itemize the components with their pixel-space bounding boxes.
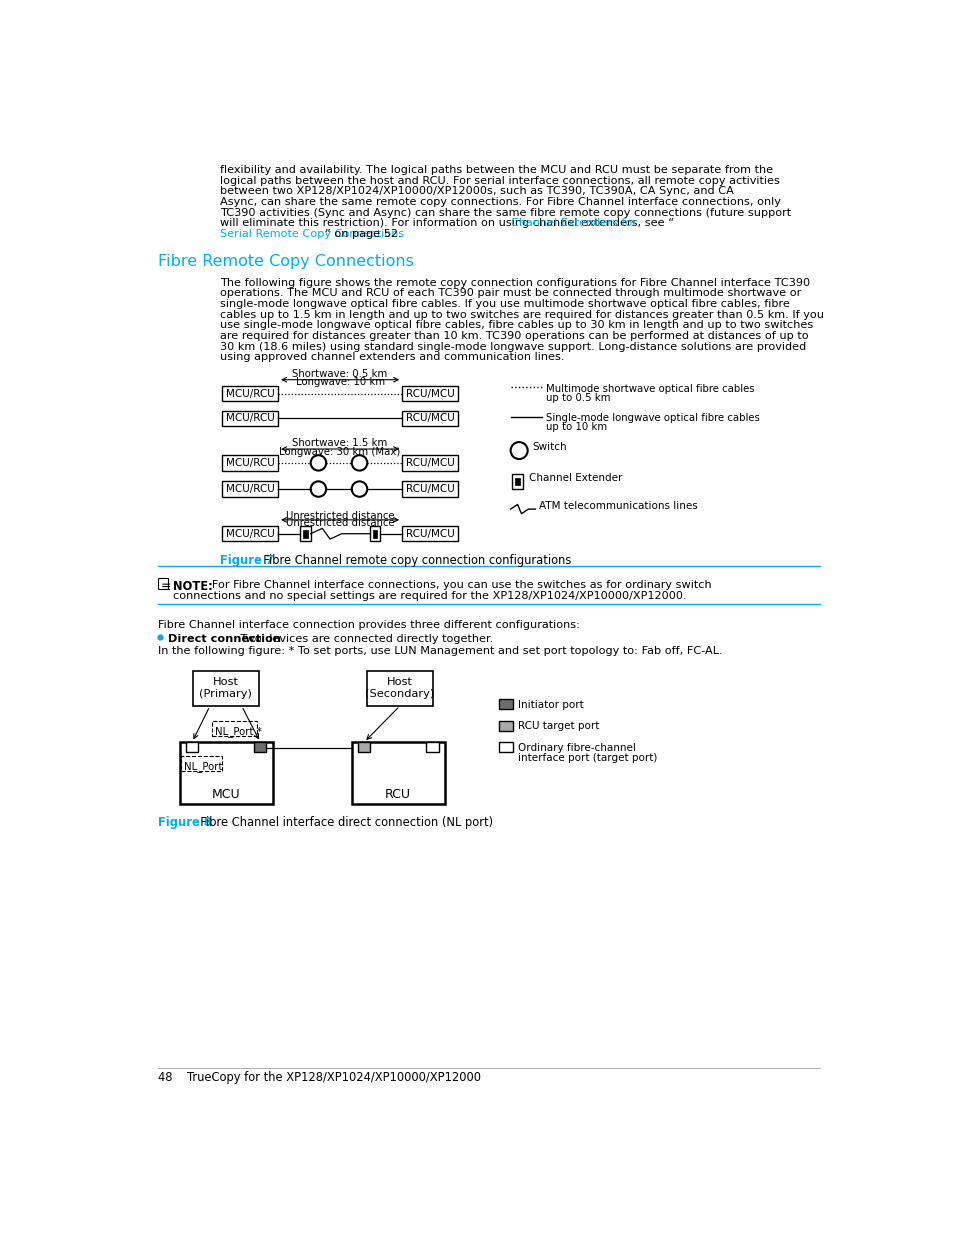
- Bar: [193, 671, 258, 706]
- Text: interface port (target port): interface port (target port): [517, 753, 657, 763]
- Bar: [498, 699, 513, 709]
- Bar: [212, 721, 257, 736]
- Text: TC390 activities (Sync and Async) can share the same fibre remote copy connectio: TC390 activities (Sync and Async) can sh…: [220, 207, 790, 217]
- Text: Channel Extenders for: Channel Extenders for: [510, 219, 636, 228]
- Text: ATM telecommunications lines: ATM telecommunications lines: [538, 501, 698, 511]
- Text: up to 10 km: up to 10 km: [546, 422, 607, 432]
- Text: MCU: MCU: [212, 788, 240, 802]
- Text: Shortwave: 1.5 km: Shortwave: 1.5 km: [293, 438, 387, 448]
- Text: cables up to 1.5 km in length and up to two switches are required for distances : cables up to 1.5 km in length and up to …: [220, 310, 823, 320]
- Text: Single-mode longwave optical fibre cables: Single-mode longwave optical fibre cable…: [546, 412, 760, 422]
- Bar: [186, 742, 198, 752]
- Text: RCU/MCU: RCU/MCU: [405, 458, 454, 468]
- Bar: [302, 530, 308, 537]
- Text: MCU/RCU: MCU/RCU: [226, 458, 274, 468]
- Text: Host: Host: [213, 677, 238, 687]
- Text: Fibre Remote Copy Connections: Fibre Remote Copy Connections: [158, 254, 414, 269]
- Text: operations. The MCU and RCU of each TC390 pair must be connected through multimo: operations. The MCU and RCU of each TC39…: [220, 289, 801, 299]
- Text: NL_Port *: NL_Port *: [214, 726, 261, 737]
- Bar: [373, 530, 377, 537]
- Text: Async, can share the same remote copy connections. For Fibre Channel interface c: Async, can share the same remote copy co…: [220, 198, 781, 207]
- Text: : Two devices are connected directly together.: : Two devices are connected directly tog…: [233, 634, 493, 643]
- Text: The following figure shows the remote copy connection configurations for Fibre C: The following figure shows the remote co…: [220, 278, 809, 288]
- Text: Switch: Switch: [532, 442, 566, 452]
- Bar: [402, 410, 457, 426]
- Text: Initiator port: Initiator port: [517, 700, 582, 710]
- Bar: [158, 578, 168, 589]
- Text: between two XP128/XP1024/XP10000/XP12000s, such as TC390, TC390A, CA Sync, and C: between two XP128/XP1024/XP10000/XP12000…: [220, 186, 733, 196]
- Text: Multimode shortwave optical fibre cables: Multimode shortwave optical fibre cables: [546, 384, 754, 394]
- Text: Figure 7: Figure 7: [220, 553, 274, 567]
- Text: are required for distances greater than 10 km. TC390 operations can be performed: are required for distances greater than …: [220, 331, 808, 341]
- Bar: [498, 742, 513, 752]
- Text: single-mode longwave optical fibre cables. If you use multimode shortwave optica: single-mode longwave optical fibre cable…: [220, 299, 789, 309]
- Bar: [402, 482, 457, 496]
- Bar: [402, 456, 457, 471]
- Text: NOTE:: NOTE:: [173, 580, 213, 593]
- Bar: [367, 671, 433, 706]
- Text: RCU/MCU: RCU/MCU: [405, 389, 454, 399]
- Bar: [222, 385, 278, 401]
- Text: Unrestricted distance: Unrestricted distance: [286, 510, 394, 521]
- Text: connections and no special settings are required for the XP128/XP1024/XP10000/XP: connections and no special settings are …: [173, 590, 686, 600]
- Text: Longwave: 30 km (Max): Longwave: 30 km (Max): [279, 447, 400, 457]
- Text: Ordinary fibre-channel: Ordinary fibre-channel: [517, 743, 635, 753]
- Text: up to 0.5 km: up to 0.5 km: [546, 393, 610, 403]
- Bar: [181, 756, 221, 772]
- Text: RCU target port: RCU target port: [517, 721, 598, 731]
- Bar: [352, 742, 444, 804]
- Text: RCU/MCU: RCU/MCU: [405, 529, 454, 538]
- Bar: [426, 742, 438, 752]
- Text: RCU/MCU: RCU/MCU: [405, 484, 454, 494]
- Text: logical paths between the host and RCU. For serial interface connections, all re: logical paths between the host and RCU. …: [220, 175, 779, 185]
- Text: Host: Host: [386, 677, 413, 687]
- Bar: [222, 526, 278, 541]
- Text: MCU/RCU: MCU/RCU: [226, 414, 274, 424]
- Text: MCU/RCU: MCU/RCU: [226, 389, 274, 399]
- Text: (Primary): (Primary): [199, 689, 252, 699]
- Bar: [299, 526, 311, 541]
- Text: MCU/RCU: MCU/RCU: [226, 484, 274, 494]
- Bar: [402, 526, 457, 541]
- Text: Direct connection: Direct connection: [168, 634, 281, 643]
- Text: For Fibre Channel interface connections, you can use the switches as for ordinar: For Fibre Channel interface connections,…: [200, 580, 711, 590]
- Text: will eliminate this restriction). For information on using channel extenders, se: will eliminate this restriction). For in…: [220, 219, 674, 228]
- Text: RCU: RCU: [385, 788, 411, 802]
- Text: Fibre Channel interface direct connection (NL port): Fibre Channel interface direct connectio…: [193, 816, 493, 829]
- Text: In the following figure: * To set ports, use LUN Management and set port topolog: In the following figure: * To set ports,…: [158, 646, 721, 656]
- Bar: [498, 721, 513, 731]
- Bar: [179, 742, 273, 804]
- Text: Shortwave: 0.5 km: Shortwave: 0.5 km: [293, 369, 387, 379]
- Text: use single-mode longwave optical fibre cables, fibre cables up to 30 km in lengt: use single-mode longwave optical fibre c…: [220, 320, 812, 330]
- Bar: [512, 474, 522, 489]
- Text: 48    TrueCopy for the XP128/XP1024/XP10000/XP12000: 48 TrueCopy for the XP128/XP1024/XP10000…: [158, 1072, 480, 1084]
- Text: Serial Remote Copy Connections: Serial Remote Copy Connections: [220, 228, 404, 238]
- Text: Fibre Channel interface connection provides three different configurations:: Fibre Channel interface connection provi…: [158, 620, 579, 630]
- Bar: [222, 482, 278, 496]
- Bar: [222, 410, 278, 426]
- Text: (Secondary): (Secondary): [365, 689, 434, 699]
- Bar: [369, 526, 380, 541]
- Text: ≡: ≡: [160, 580, 171, 594]
- Text: RCU/MCU: RCU/MCU: [405, 414, 454, 424]
- Bar: [402, 385, 457, 401]
- Text: Unrestricted distance: Unrestricted distance: [286, 517, 394, 527]
- Bar: [357, 742, 370, 752]
- Bar: [253, 742, 266, 752]
- Text: using approved channel extenders and communication lines.: using approved channel extenders and com…: [220, 352, 564, 362]
- Bar: [222, 456, 278, 471]
- Text: MCU/RCU: MCU/RCU: [226, 529, 274, 538]
- Text: Fibre Channel remote copy connection configurations: Fibre Channel remote copy connection con…: [255, 553, 571, 567]
- Text: Channel Extender: Channel Extender: [529, 473, 622, 483]
- Text: NL_Port: NL_Port: [183, 762, 222, 772]
- Text: ” on page 52.: ” on page 52.: [325, 228, 401, 238]
- Text: Figure 8: Figure 8: [158, 816, 212, 829]
- Text: flexibility and availability. The logical paths between the MCU and RCU must be : flexibility and availability. The logica…: [220, 165, 772, 175]
- Text: Longwave: 10 km: Longwave: 10 km: [295, 378, 384, 388]
- Bar: [515, 478, 519, 485]
- Text: 30 km (18.6 miles) using standard single-mode longwave support. Long-distance so: 30 km (18.6 miles) using standard single…: [220, 342, 805, 352]
